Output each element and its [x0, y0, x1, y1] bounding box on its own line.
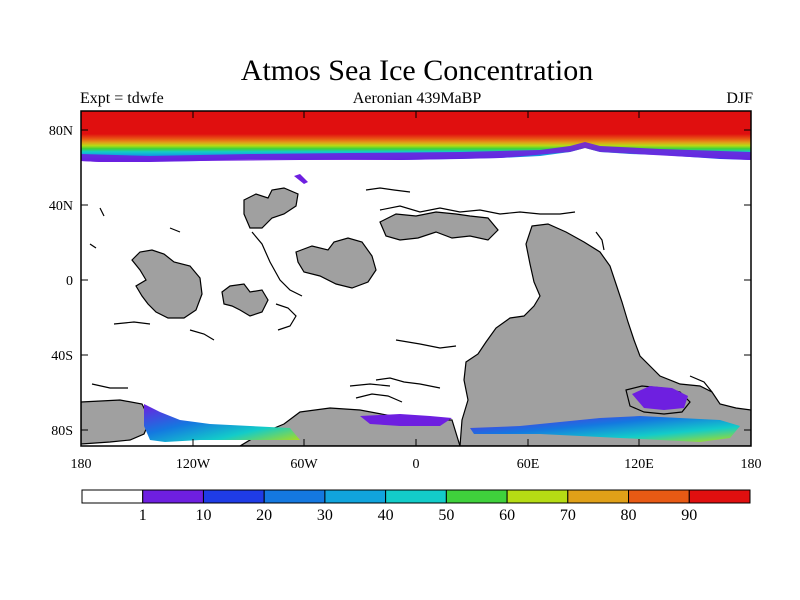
coastlines: [89, 187, 713, 403]
colorbar-label: 50: [438, 507, 454, 524]
arctic-sea-ice: [81, 111, 751, 162]
colorbar-swatch: [202, 489, 265, 504]
landmass-east-supercontinent: [459, 223, 751, 446]
lat-tick-label: 80S: [51, 424, 73, 439]
colorbar-swatch: [688, 489, 751, 504]
landmass-south-west: [81, 399, 151, 445]
lat-tick-label: 40N: [49, 199, 73, 214]
tick-marks: [80, 111, 752, 446]
colorbar-swatch: [142, 489, 204, 504]
colorbar-label: 90: [681, 507, 697, 524]
lon-tick-label: 120W: [176, 457, 211, 472]
colorbar-swatch: [81, 489, 144, 504]
landmass-west-large: [131, 249, 203, 319]
lon-tick-label: 120E: [624, 457, 654, 472]
colorbar: 1 10 20 30 40 50 60 70 80 90: [81, 489, 751, 524]
lon-tick-label: 180: [741, 457, 762, 472]
colorbar-swatch: [628, 489, 690, 504]
colorbar-swatch: [445, 489, 508, 504]
colorbar-label: 30: [317, 507, 333, 524]
colorbar-label: 60: [499, 507, 515, 524]
map-title: Atmos Sea Ice Concentration: [240, 54, 594, 87]
lat-tick-label: 0: [66, 274, 73, 289]
lat-tick-label: 40S: [51, 349, 73, 364]
lon-tick-label: 60E: [517, 457, 540, 472]
landmass-north-islands: [243, 187, 299, 229]
colorbar-label: 1: [139, 507, 147, 524]
colorbar-swatch: [567, 489, 630, 504]
sea-ice-south-east: [470, 416, 740, 442]
season-label: DJF: [726, 90, 753, 107]
map-subtitle: Aeronian 439MaBP: [352, 90, 482, 107]
landmass-central-islands: [295, 237, 377, 289]
colorbar-label: 80: [621, 507, 637, 524]
landmass-west-small: [221, 283, 269, 317]
lat-tick-label: 80N: [49, 124, 73, 139]
colorbar-label: 10: [195, 507, 211, 524]
sea-ice-south-east-bay: [632, 386, 688, 410]
colorbar-label: 70: [560, 507, 576, 524]
colorbar-swatch: [263, 489, 326, 504]
sea-ice-north-strip: [294, 174, 308, 184]
colorbar-label: 20: [256, 507, 272, 524]
continents: [81, 187, 751, 446]
southern-sea-ice: [144, 174, 740, 442]
sea-ice-south-west: [144, 404, 300, 442]
lon-tick-label: 0: [413, 457, 420, 472]
landmass-north-central: [379, 211, 499, 241]
lon-tick-label: 180: [71, 457, 92, 472]
colorbar-swatch: [324, 489, 387, 504]
arctic-sea-ice-edge: [81, 142, 751, 162]
lon-tick-label: 60W: [290, 457, 318, 472]
sea-ice-south-central: [360, 414, 452, 426]
colorbar-label: 40: [378, 507, 394, 524]
colorbar-swatch: [506, 489, 569, 504]
colorbar-swatch: [385, 489, 447, 504]
experiment-label: Expt = tdwfe: [80, 90, 164, 107]
